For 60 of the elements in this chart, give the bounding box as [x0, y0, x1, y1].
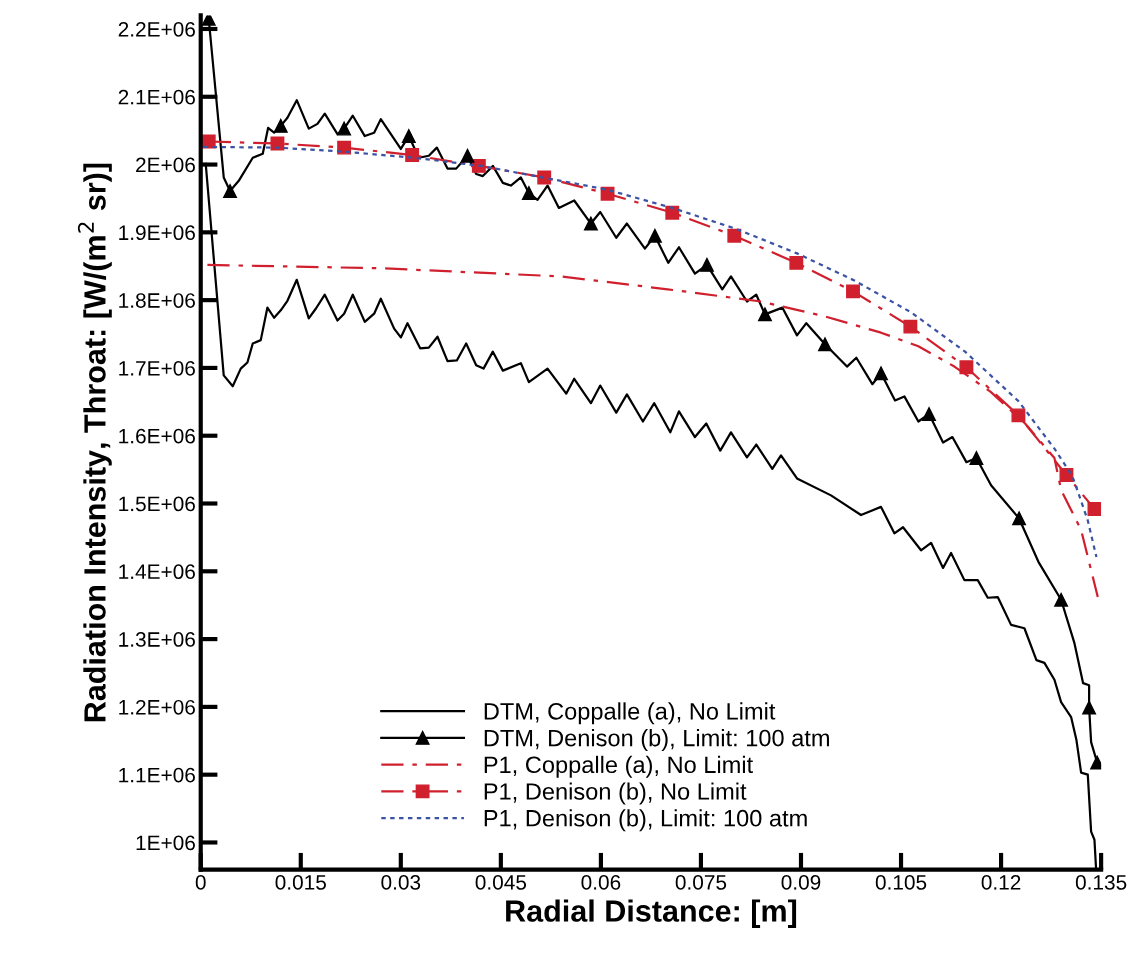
- x-tick-label: 0.03: [381, 875, 421, 890]
- y-tick-label: 1.8E+06: [119, 293, 195, 308]
- point: [401, 129, 416, 144]
- point: [1012, 511, 1027, 526]
- x-tick-label: 0.015: [275, 875, 326, 890]
- x-tick-label: 0: [195, 875, 206, 890]
- point: [1059, 468, 1074, 482]
- x-tick-label: 0.09: [781, 875, 821, 890]
- y-tick-label: 1E+06: [136, 835, 195, 851]
- point: [223, 184, 238, 198]
- y-tick-label: 2E+06: [136, 157, 195, 173]
- point: [727, 228, 742, 243]
- point: [270, 136, 285, 151]
- x-tick-label: 0.105: [875, 875, 927, 890]
- y-tick-label: 1.1E+06: [119, 767, 195, 783]
- y-tick-label: 1.9E+06: [119, 225, 195, 241]
- point: [647, 228, 662, 243]
- legend-label: P1, Denison (b), Limit: 100 atm: [484, 809, 807, 832]
- y-tick-label: 1.6E+06: [119, 428, 195, 444]
- point: [583, 216, 598, 231]
- point: [1087, 501, 1102, 516]
- point: [922, 407, 936, 421]
- x-axis-title: Radial Distance: [m]: [506, 899, 797, 928]
- x-tick-label: 0.075: [675, 875, 727, 890]
- legend-label: P1, Coppalle (a), No Limit: [484, 755, 753, 778]
- legend-label: P1, Denison (b), No Limit: [484, 782, 747, 805]
- y-axis-title: Radiation Intensity, Throat: [W/(m$^{2}$ sr)]: [77, 163, 112, 722]
- point: [460, 148, 475, 163]
- point: [700, 257, 714, 272]
- point: [789, 255, 804, 270]
- point: [273, 118, 288, 133]
- point: [405, 148, 420, 163]
- point: [903, 319, 918, 334]
- x-tick-label: 0.135: [1075, 875, 1127, 890]
- point: [337, 121, 352, 136]
- legend-label: DTM, Denison (b), Limit: 100 atm: [484, 729, 829, 752]
- point: [1011, 408, 1026, 423]
- point: [959, 360, 974, 375]
- y-tick-label: 1.4E+06: [119, 564, 195, 580]
- y-tick-label: 2.1E+06: [118, 89, 195, 105]
- point: [818, 337, 832, 352]
- y-tick-label: 1.3E+06: [119, 632, 195, 647]
- point: [969, 451, 984, 466]
- point: [201, 15, 216, 26]
- point: [665, 205, 680, 220]
- legend-label: DTM, Coppalle (a), No Limit: [484, 702, 776, 725]
- y-tick-label: 1.5E+06: [119, 496, 195, 512]
- x-tick-label: 0.045: [475, 875, 527, 890]
- y-tick-label: 1.2E+06: [119, 699, 195, 715]
- point: [1082, 700, 1097, 715]
- point: [874, 366, 888, 381]
- x-tick-label: 0.12: [981, 875, 1021, 890]
- y-tick-label: 2.2E+06: [118, 21, 195, 37]
- x-tick-label: 0.06: [581, 875, 621, 890]
- point: [846, 284, 860, 299]
- y-tick-label: 1.7E+06: [119, 360, 195, 376]
- point: [1054, 592, 1069, 607]
- point: [471, 158, 486, 173]
- point: [758, 307, 772, 322]
- point: [521, 186, 536, 200]
